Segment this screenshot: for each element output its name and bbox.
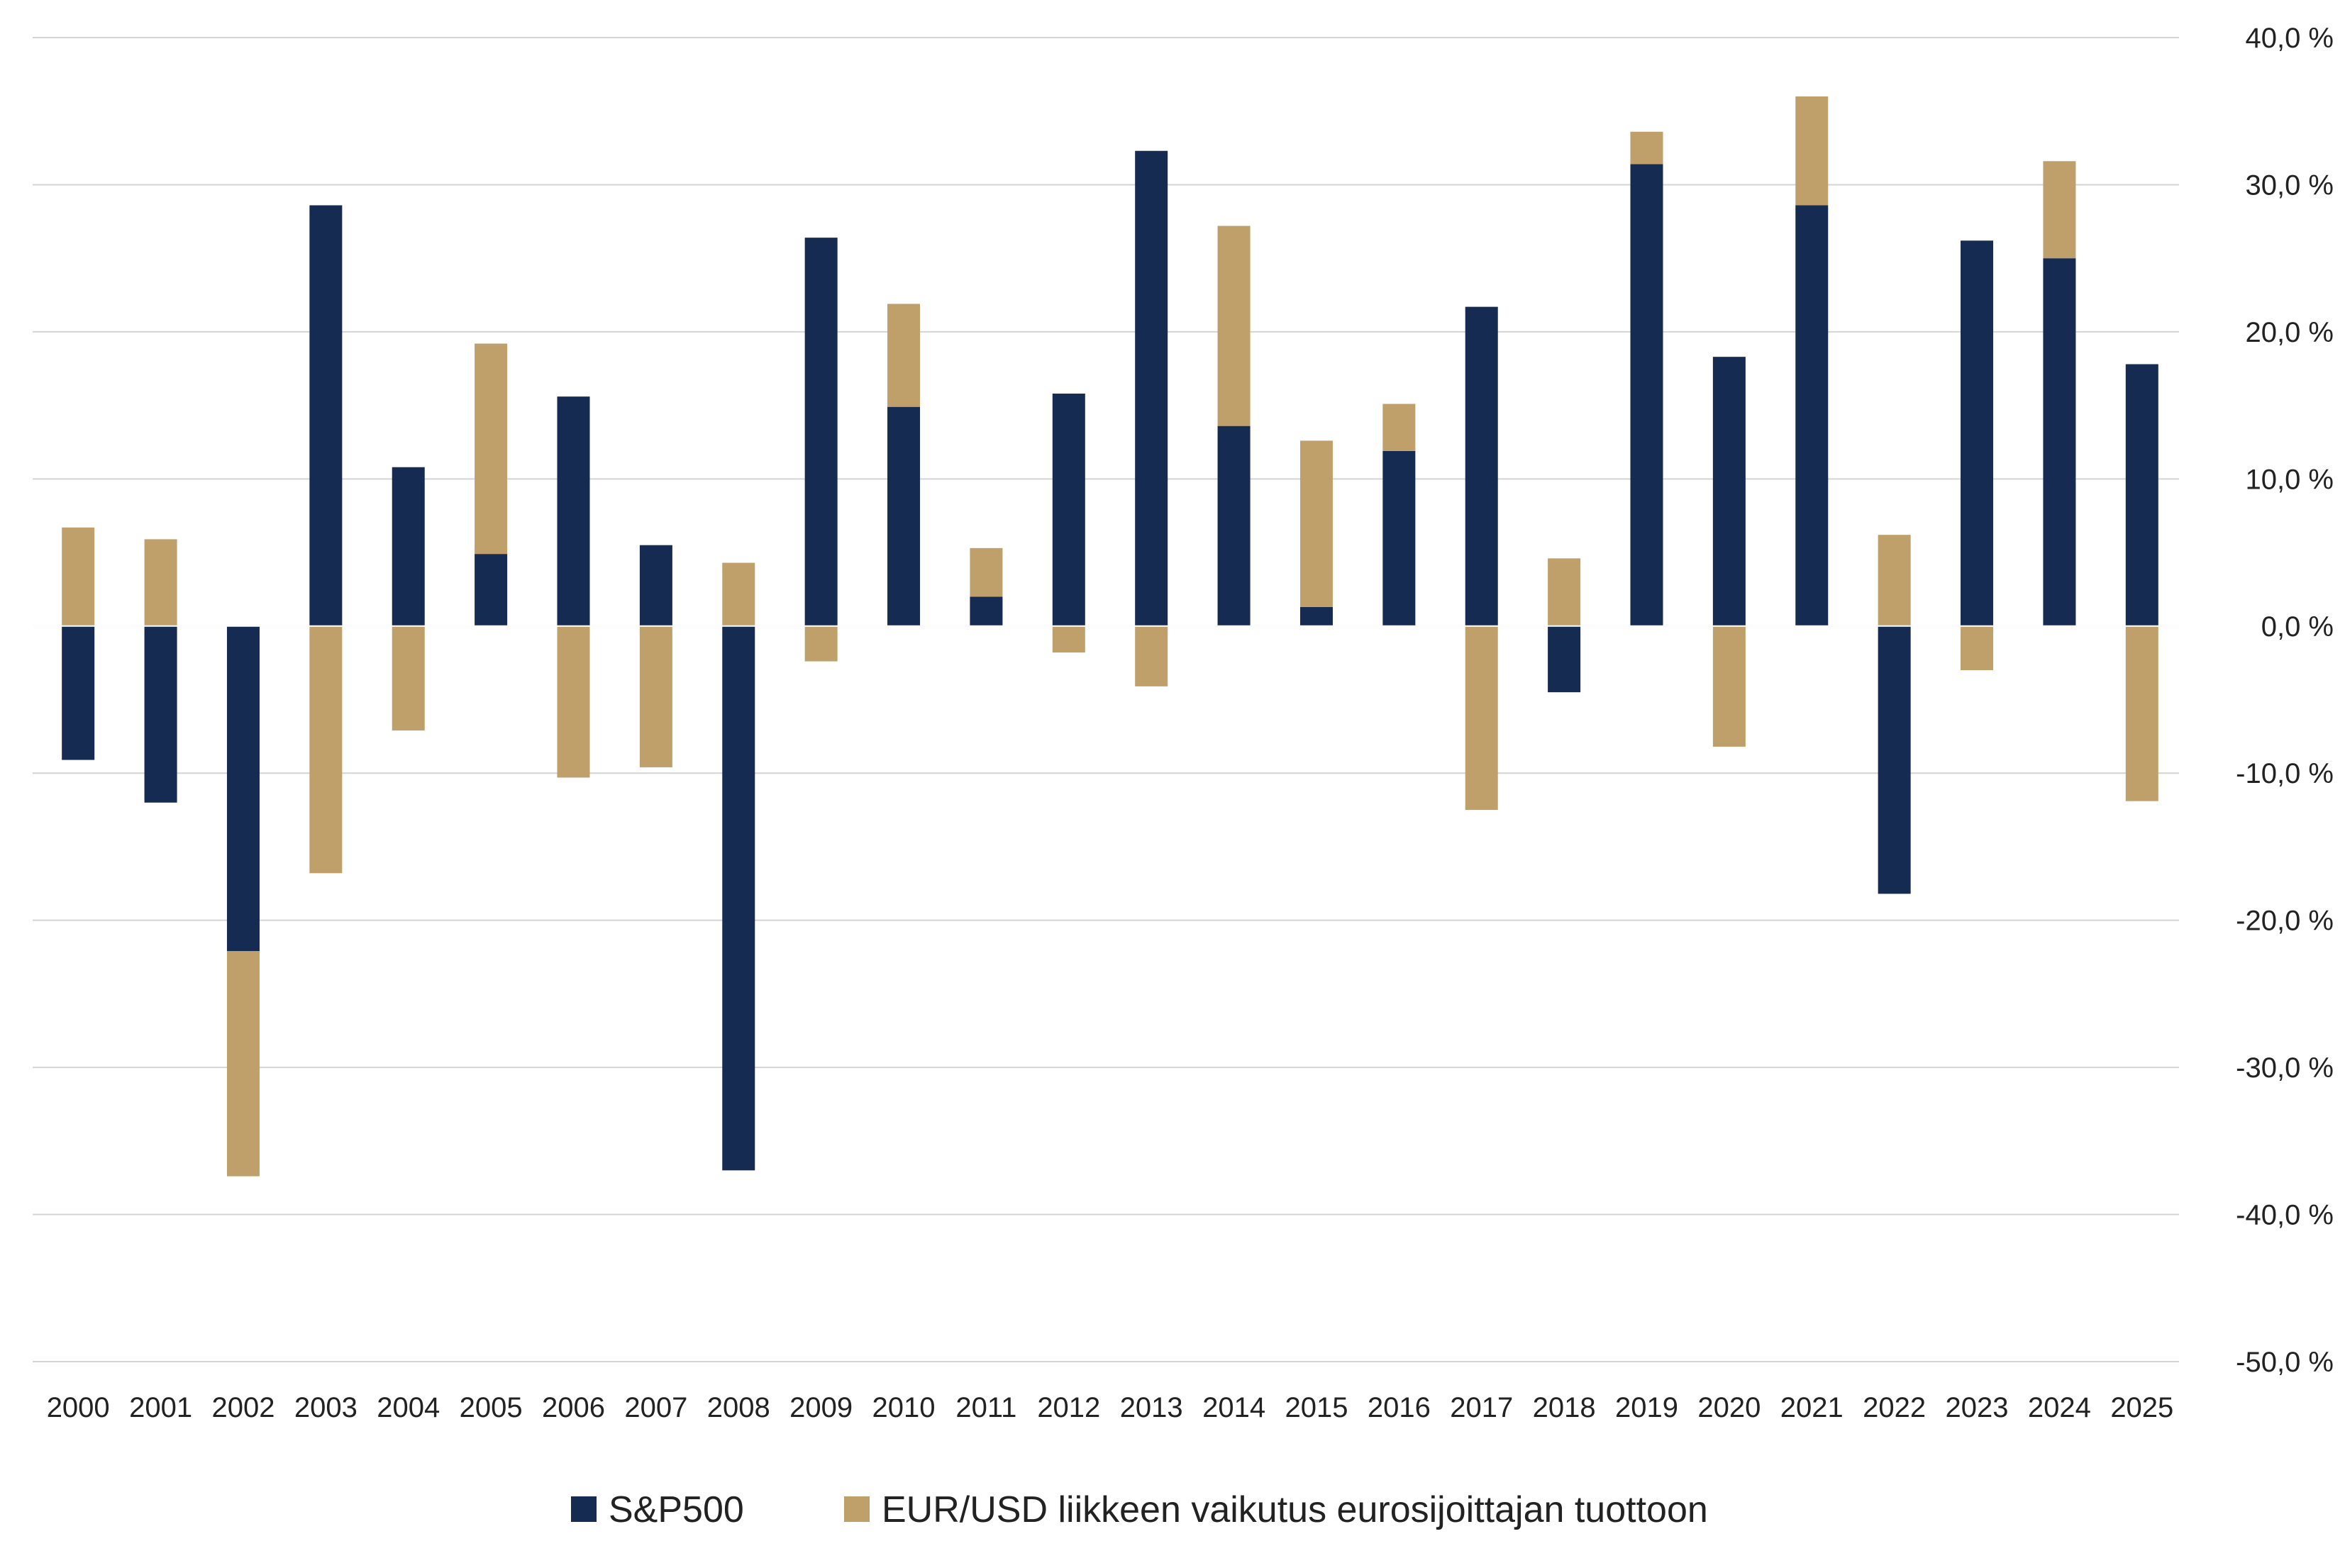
bar-eurusd-2009 <box>804 625 838 662</box>
bar-eurusd-2008 <box>722 562 755 626</box>
y-axis-labels: 40,0 % 30,0 % 20,0 % 10,0 % 0,0 % -10,0 % -20,… <box>2236 23 2334 1378</box>
x-tick-label: 2005 <box>460 1392 523 1423</box>
bar-eurusd-2025 <box>2125 625 2158 801</box>
bar-sp500-2012 <box>1052 394 1085 626</box>
bar-sp500-2002 <box>226 625 260 952</box>
bar-sp500-2015 <box>1299 606 1333 626</box>
y-tick-label: 0,0 % <box>2261 611 2334 643</box>
x-tick-label: 2015 <box>1285 1392 1348 1423</box>
y-tick-label: -20,0 % <box>2236 906 2334 937</box>
bar-eurusd-2000 <box>62 527 95 626</box>
x-tick-label: 2011 <box>955 1392 1016 1423</box>
bars <box>33 96 2179 1177</box>
bar-sp500-2018 <box>1548 625 1581 693</box>
x-axis-labels: 2000 2001 2002 2003 2004 2005 2006 2007 2008 2009… <box>47 1392 2174 1423</box>
x-tick-label: 2008 <box>707 1392 770 1423</box>
x-tick-label: 2023 <box>1946 1392 2009 1423</box>
x-tick-label: 2000 <box>47 1392 110 1423</box>
bar-sp500-2010 <box>887 406 921 626</box>
x-tick-label: 2017 <box>1450 1392 1513 1423</box>
legend-swatch-sp500 <box>571 1496 597 1522</box>
x-tick-label: 2009 <box>789 1392 853 1423</box>
bar-eurusd-2014 <box>1217 226 1251 426</box>
bar-sp500-2019 <box>1630 164 1663 626</box>
x-tick-label: 2007 <box>624 1392 687 1423</box>
x-tick-label: 2025 <box>2110 1392 2173 1423</box>
bar-sp500-2001 <box>144 625 177 803</box>
bar-eurusd-2015 <box>1299 440 1333 607</box>
y-tick-label: 40,0 % <box>2245 23 2334 54</box>
legend-swatch-eurusd <box>844 1496 870 1522</box>
bar-eurusd-2002 <box>226 951 260 1177</box>
bar-sp500-2017 <box>1465 306 1498 626</box>
bar-eurusd-2021 <box>1795 96 1829 206</box>
bar-eurusd-2003 <box>309 625 343 874</box>
bar-sp500-2022 <box>1878 625 1911 894</box>
bar-sp500-2025 <box>2125 364 2158 626</box>
x-tick-label: 2003 <box>294 1392 357 1423</box>
x-tick-label: 2014 <box>1202 1392 1265 1423</box>
bar-eurusd-2022 <box>1878 535 1911 626</box>
bar-sp500-2014 <box>1217 426 1251 626</box>
bar-sp500-2000 <box>62 625 95 760</box>
bar-eurusd-2001 <box>144 539 177 626</box>
x-tick-label: 2001 <box>129 1392 192 1423</box>
x-tick-label: 2006 <box>542 1392 605 1423</box>
bar-eurusd-2004 <box>392 625 425 731</box>
bar-eurusd-2016 <box>1382 404 1416 451</box>
legend-label-sp500: S&P500 <box>609 1489 744 1530</box>
bar-sp500-2006 <box>557 396 590 626</box>
bar-sp500-2011 <box>970 596 1003 626</box>
bar-sp500-2023 <box>1961 240 1994 626</box>
bar-sp500-2016 <box>1382 450 1416 626</box>
x-tick-label: 2020 <box>1697 1392 1761 1423</box>
bar-eurusd-2019 <box>1630 131 1663 165</box>
x-tick-label: 2012 <box>1037 1392 1100 1423</box>
x-tick-label: 2013 <box>1120 1392 1183 1423</box>
x-tick-label: 2019 <box>1615 1392 1678 1423</box>
bar-eurusd-2010 <box>887 304 921 407</box>
x-tick-label: 2010 <box>872 1392 936 1423</box>
bar-sp500-2005 <box>475 554 508 626</box>
y-tick-label: -50,0 % <box>2236 1347 2334 1378</box>
legend: S&P500 EUR/USD liikkeen vaikutus eurosij… <box>571 1489 1708 1530</box>
bar-sp500-2024 <box>2043 258 2076 626</box>
bar-eurusd-2006 <box>557 625 590 778</box>
bar-eurusd-2020 <box>1712 625 1746 747</box>
y-tick-label: 30,0 % <box>2245 169 2334 201</box>
bar-sp500-2021 <box>1795 205 1829 626</box>
y-tick-label: -10,0 % <box>2236 758 2334 789</box>
legend-label-eurusd: EUR/USD liikkeen vaikutus eurosijoittaja… <box>882 1489 1708 1530</box>
bar-eurusd-2005 <box>475 343 508 555</box>
bar-sp500-2004 <box>392 467 425 626</box>
x-tick-label: 2018 <box>1533 1392 1596 1423</box>
bar-eurusd-2024 <box>2043 161 2076 259</box>
x-tick-label: 2016 <box>1368 1392 1431 1423</box>
x-tick-label: 2024 <box>2028 1392 2091 1423</box>
x-tick-label: 2004 <box>377 1392 440 1423</box>
bar-eurusd-2023 <box>1961 625 1994 671</box>
bar-eurusd-2017 <box>1465 625 1498 811</box>
bar-sp500-2020 <box>1712 357 1746 626</box>
bar-sp500-2007 <box>639 545 672 626</box>
bar-sp500-2003 <box>309 205 343 626</box>
y-tick-label: 20,0 % <box>2245 317 2334 348</box>
bar-eurusd-2007 <box>639 625 672 767</box>
bar-eurusd-2013 <box>1135 625 1168 686</box>
bar-sp500-2009 <box>804 238 838 626</box>
bar-sp500-2013 <box>1135 150 1168 626</box>
bar-eurusd-2012 <box>1052 625 1085 653</box>
bar-eurusd-2011 <box>970 547 1003 597</box>
y-tick-label: -40,0 % <box>2236 1200 2334 1231</box>
x-tick-label: 2002 <box>211 1392 275 1423</box>
y-tick-label: -30,0 % <box>2236 1052 2334 1084</box>
x-tick-label: 2022 <box>1863 1392 1926 1423</box>
x-tick-label: 2021 <box>1780 1392 1844 1423</box>
y-tick-label: 10,0 % <box>2245 464 2334 495</box>
bar-eurusd-2018 <box>1548 558 1581 626</box>
bar-sp500-2008 <box>722 625 755 1171</box>
gridlines <box>33 37 2179 1362</box>
